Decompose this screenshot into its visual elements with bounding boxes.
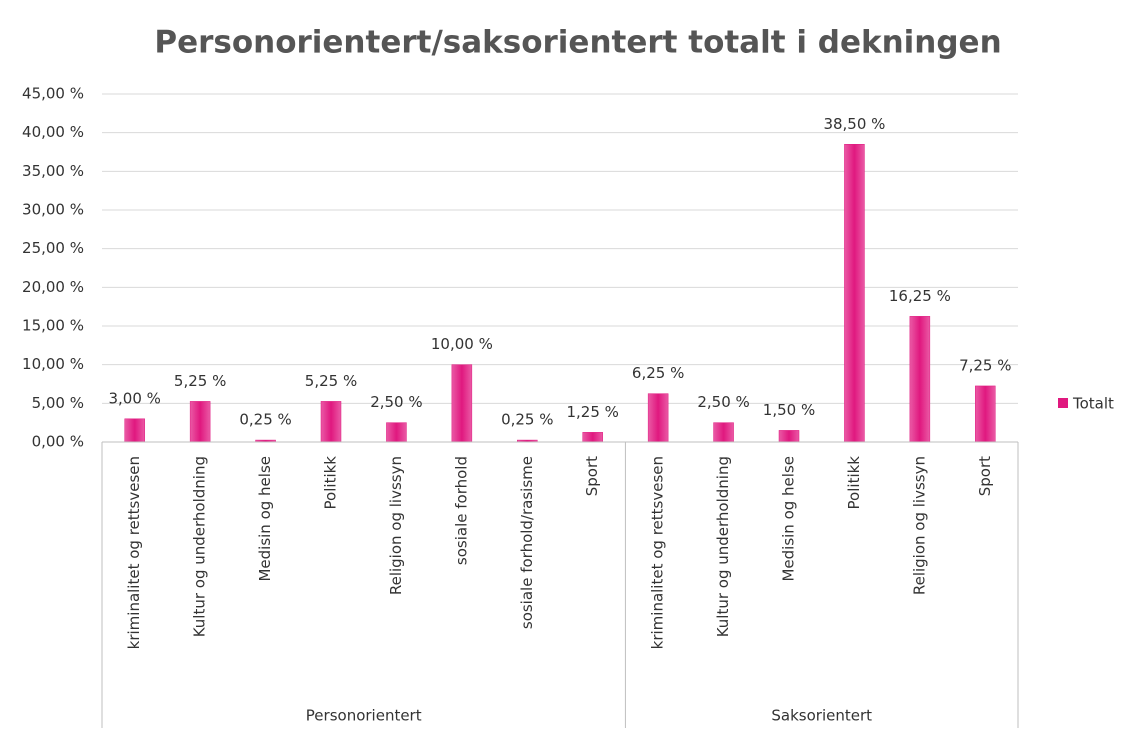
- x-tick-label: Kultur og underholdning: [714, 456, 732, 637]
- y-tick-label: 40,00 %: [22, 123, 84, 141]
- bar: [975, 385, 996, 443]
- y-tick-label: 25,00 %: [22, 239, 84, 257]
- value-label: 7,25 %: [959, 356, 1011, 374]
- y-tick-label: 20,00 %: [22, 278, 84, 296]
- bar: [582, 432, 603, 443]
- x-tick-label: sosiale forhold/rasisme: [518, 456, 536, 629]
- x-tick-label: Politikk: [845, 456, 863, 510]
- value-label: 5,25 %: [174, 372, 226, 390]
- value-label: 2,50 %: [370, 393, 422, 411]
- x-tick-label: kriminalitet og rettsvesen: [649, 456, 667, 649]
- x-tick-label: sosiale forhold: [452, 456, 470, 565]
- value-label: 1,50 %: [763, 401, 815, 419]
- x-tick-label: kriminalitet og rettsvesen: [125, 456, 143, 649]
- bar: [909, 316, 931, 443]
- x-tick-label: Politikk: [322, 456, 340, 510]
- y-tick-label: 30,00 %: [22, 201, 84, 219]
- bar: [778, 430, 800, 443]
- legend-swatch: [1058, 398, 1068, 408]
- value-label: 1,25 %: [567, 403, 619, 421]
- legend-label: Totalt: [1072, 395, 1114, 413]
- value-label: 10,00 %: [431, 335, 493, 353]
- value-label: 6,25 %: [632, 364, 684, 382]
- y-tick-label: 0,00 %: [32, 433, 84, 451]
- group-label: Personorientert: [306, 707, 422, 725]
- x-tick-label: Kultur og underholdning: [191, 456, 209, 637]
- bar: [189, 401, 211, 443]
- x-tick-label: Religion og livssyn: [387, 456, 405, 595]
- group-label: Saksorientert: [771, 707, 872, 725]
- value-label: 3,00 %: [109, 389, 161, 407]
- bar: [713, 422, 734, 443]
- bar: [386, 422, 407, 443]
- x-tick-label: Sport: [583, 456, 601, 496]
- y-tick-label: 5,00 %: [32, 394, 84, 412]
- value-label: 5,25 %: [305, 372, 357, 390]
- y-tick-label: 35,00 %: [22, 162, 84, 180]
- value-label: 0,25 %: [239, 411, 291, 429]
- y-tick-label: 45,00 %: [22, 85, 84, 103]
- x-tick-label: Medisin og helse: [780, 456, 798, 582]
- x-tick-label: Sport: [976, 456, 994, 496]
- x-tick-label: Medisin og helse: [256, 456, 274, 582]
- chart-title: Personorientert/saksorientert totalt i d…: [154, 25, 1001, 61]
- bar: [451, 364, 473, 443]
- x-tick-label: Religion og livssyn: [910, 456, 928, 595]
- bar: [124, 418, 145, 443]
- bar: [320, 401, 342, 443]
- bar: [647, 393, 669, 443]
- y-tick-label: 15,00 %: [22, 317, 84, 335]
- value-label: 16,25 %: [889, 287, 951, 305]
- value-label: 2,50 %: [697, 393, 749, 411]
- y-tick-label: 10,00 %: [22, 355, 84, 373]
- value-label: 0,25 %: [501, 411, 553, 429]
- bar: [844, 144, 865, 443]
- value-label: 38,50 %: [823, 115, 885, 133]
